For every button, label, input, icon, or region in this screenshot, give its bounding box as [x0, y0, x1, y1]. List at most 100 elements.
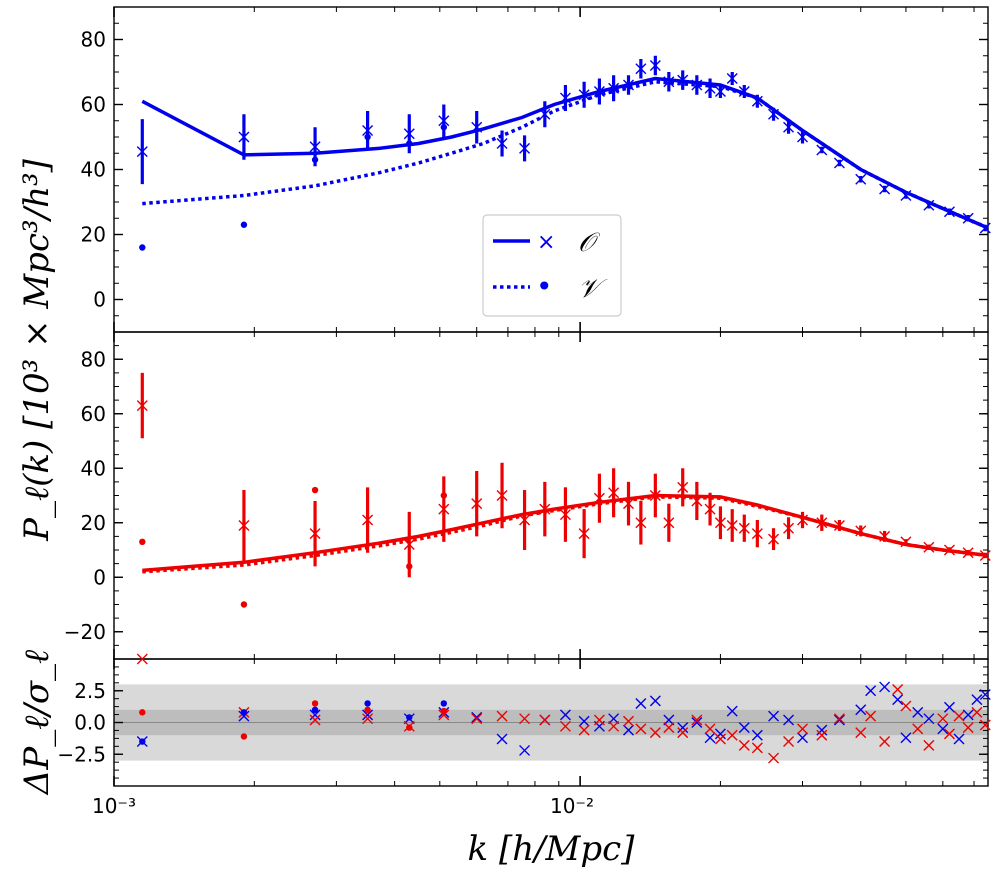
data-point-O [714, 86, 726, 97]
data-point-O [797, 514, 809, 526]
y-tick-label: 0 [93, 288, 106, 312]
data-point-O [677, 481, 689, 493]
data-point-O [593, 492, 605, 504]
y-tick-label: 80 [81, 347, 106, 371]
data-point-O [726, 519, 738, 531]
data-point-O [751, 528, 763, 540]
residual-O-blue [962, 709, 974, 721]
data-point-V [440, 492, 448, 499]
data-point-O [783, 522, 795, 534]
residual-O-red [704, 723, 716, 735]
residual-O-red [923, 739, 935, 751]
data-point-O [663, 517, 675, 529]
data-point-O [768, 533, 780, 545]
data-point-V [139, 244, 146, 251]
data-point-O [438, 115, 450, 127]
residual-O-blue [578, 715, 590, 727]
residual-O-red [953, 710, 965, 722]
data-point-O [471, 498, 483, 510]
residual-O-blue [855, 704, 867, 716]
residual-O-blue [879, 681, 891, 693]
data-point-V [311, 156, 319, 163]
data-point-O [833, 157, 845, 169]
residual-V-blue [440, 700, 448, 707]
data-point-O [519, 142, 531, 154]
residual-O-blue [714, 728, 726, 740]
data-point-O [979, 222, 991, 234]
x-tick-label-1e-3: 10⁻³ [92, 794, 136, 818]
y-tick-label: 0.0 [74, 711, 106, 735]
y-tick-label: 40 [81, 456, 106, 480]
residual-V-blue [406, 714, 413, 721]
data-point-O [136, 146, 148, 158]
residual-O-red [962, 722, 974, 734]
residual-O-red [879, 736, 891, 748]
data-point-O [923, 541, 935, 553]
data-point-V [440, 124, 448, 131]
x-axis-label: k [h/Mpc] [468, 829, 636, 869]
data-point-O [539, 108, 551, 120]
residual-O-red [438, 709, 450, 721]
data-point-O [559, 509, 571, 521]
residual-O-blue [309, 709, 321, 721]
residual-O-red [726, 729, 738, 741]
y-tick-labels: 0 20 40 60 80 −20 0 20 40 60 80 −2.5 0.0 2.5 [57, 28, 106, 767]
data-point-V [406, 563, 413, 570]
residual-O-red [783, 736, 795, 748]
data-point-O [635, 63, 647, 75]
data-point-O [900, 536, 912, 548]
y-axis-label-top: P_ℓ(k) [10³ × Mpc³/h³] [17, 158, 57, 541]
data-point-O [979, 549, 991, 561]
data-point-O [635, 517, 647, 529]
residual-O-blue [623, 724, 634, 736]
residual-O-blue [559, 709, 571, 721]
residual-V-red [406, 724, 413, 731]
data-point-V [240, 601, 248, 608]
residual-O-red [471, 713, 483, 725]
y-tick-label: −20 [64, 620, 106, 644]
residual-O-blue [471, 711, 483, 723]
residual-O-blue [900, 732, 912, 744]
residual-O-red [663, 722, 675, 734]
data-point-O [726, 73, 738, 84]
residual-O-blue [751, 729, 763, 741]
residual-O-red [714, 733, 726, 745]
legend-marker-dot: • [536, 270, 553, 303]
residual-O-red [608, 720, 620, 732]
residual-V-red [240, 733, 248, 740]
residual-O-blue [912, 706, 924, 718]
residual-O-blue [738, 722, 750, 734]
residual-O-blue [923, 713, 935, 725]
residual-O-blue [362, 709, 374, 721]
data-point-O [768, 108, 780, 120]
data-point-O [833, 519, 845, 531]
residual-O-blue [691, 717, 703, 728]
data-point-O [519, 514, 531, 526]
residual-O-blue [797, 732, 809, 744]
residual-O-red [635, 723, 647, 735]
data-point-O [879, 183, 891, 195]
data-point-O [623, 79, 634, 91]
y-tick-label: 20 [81, 511, 106, 535]
legend: × 𝒪 • 𝒱 [482, 214, 622, 317]
residual-O-blue [816, 724, 828, 736]
y-tick-label: −2.5 [57, 742, 106, 766]
residual-O-blue [496, 733, 508, 745]
residual-V-red [311, 700, 319, 707]
y-tick-label: 20 [81, 223, 106, 247]
axis-ticks [113, 6, 988, 787]
y-tick-label: 60 [81, 402, 106, 426]
data-point-O [714, 517, 726, 529]
data-point-O [649, 490, 661, 501]
y-tick-label: 60 [81, 93, 106, 117]
data-point-O [783, 121, 795, 133]
residual-O-red [593, 714, 605, 726]
legend-marker-cross: × [537, 230, 555, 255]
data-point-V [364, 133, 371, 141]
residual-V-blue [364, 700, 371, 707]
y-axis-label-bottom: ΔP_ℓ/σ_ℓ [17, 650, 57, 796]
data-point-O [704, 82, 716, 94]
data-point-O [608, 487, 620, 499]
data-point-O [623, 498, 634, 510]
